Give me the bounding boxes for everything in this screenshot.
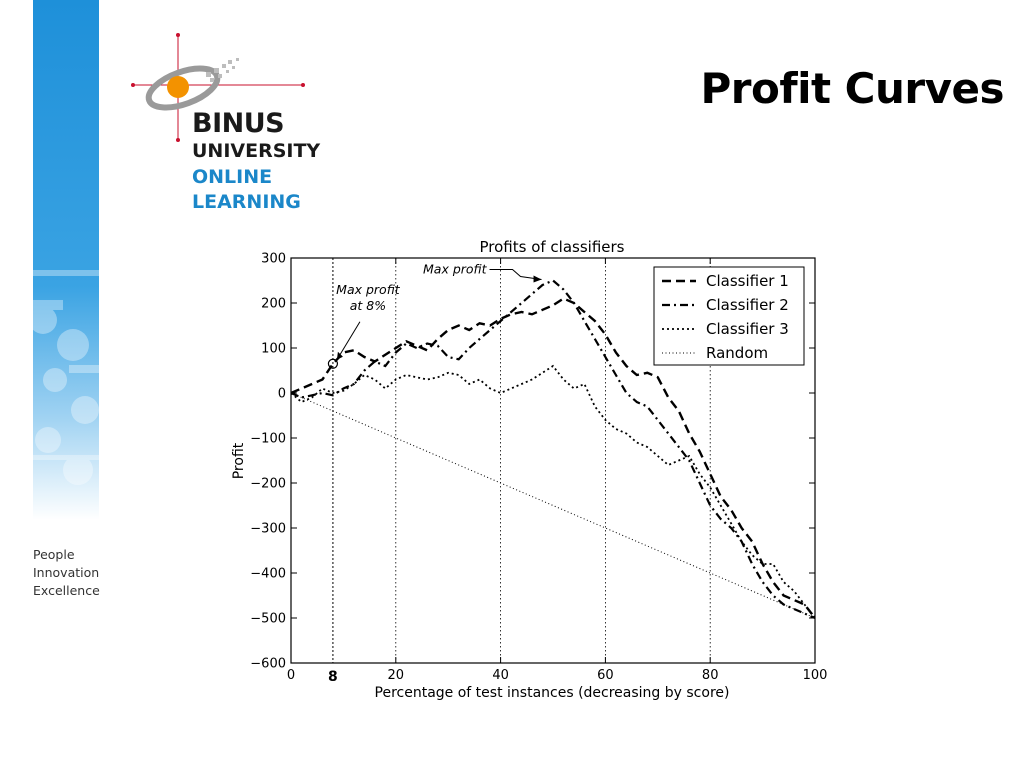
annotation-arrow: [489, 269, 542, 280]
tagline-line: Excellence: [33, 583, 100, 598]
legend-label: Random: [706, 344, 768, 362]
x-axis-label: Percentage of test instances (decreasing…: [375, 685, 730, 701]
x-tick-label: 20: [388, 668, 405, 683]
page-title: Profit Curves: [700, 64, 1004, 113]
y-tick-label: 100: [261, 342, 286, 357]
logo-university-text: UNIVERSITY: [192, 140, 321, 162]
annotation-text: Max profit: [336, 282, 401, 297]
side-decorative-band: [33, 0, 99, 520]
tagline-line: People: [33, 547, 75, 562]
tagline: People Innovation Excellence: [33, 546, 100, 600]
y-tick-label: −300: [250, 522, 286, 537]
x-tick-label: 100: [803, 668, 828, 683]
grid-layer: [332, 258, 711, 663]
y-tick-label: −400: [250, 567, 286, 582]
y-tick-label: −600: [250, 657, 286, 672]
series-line-random: [290, 392, 816, 619]
x-tick-label: 60: [597, 668, 614, 683]
legend-label: Classifier 3: [706, 320, 789, 338]
axes-layer: 0 20 40 60 80 100 −600 −500 −400 −300 −200 −100 0 100…: [250, 252, 827, 686]
x-tick-label: 40: [492, 668, 509, 683]
legend-label: Classifier 1: [706, 272, 789, 290]
tagline-line: Innovation: [33, 565, 100, 580]
x-tick-label: 80: [702, 668, 719, 683]
legend-label: Classifier 2: [706, 296, 789, 314]
marker-line-label: 8: [328, 669, 338, 685]
max-profit-point-marker: [327, 358, 339, 369]
annotation-text: Max profit: [423, 262, 488, 277]
series-line-classifier-2: [290, 279, 816, 620]
logo-online-text: ONLINE: [192, 166, 273, 188]
chart-title: Profits of classifiers: [480, 238, 625, 256]
y-tick-label: 300: [261, 252, 286, 267]
annotation-arrow: [336, 321, 361, 361]
series-layer: [290, 279, 816, 620]
y-axis-label: Profit: [231, 442, 247, 479]
logo-learning-text: LEARNING: [192, 191, 301, 213]
annotation-text: at 8%: [350, 298, 386, 313]
series-line-classifier-3: [290, 364, 816, 619]
y-tick-label: 0: [278, 387, 286, 402]
y-tick-label: −100: [250, 432, 286, 447]
y-tick-label: −200: [250, 477, 286, 492]
series-line-classifier-1: [290, 297, 816, 619]
annotation-arrowhead: [336, 351, 343, 360]
annotation-arrowhead: [533, 275, 542, 283]
chart-legend: Classifier 1 Classifier 2 Classifier 3 Rand…: [653, 266, 805, 366]
logo-binus-text: BINUS: [192, 108, 285, 139]
x-tick-label: 0: [287, 668, 295, 683]
binus-logo-mark: [131, 33, 305, 142]
plot-frame: [290, 257, 816, 664]
y-tick-label: 200: [261, 297, 286, 312]
y-tick-label: −500: [250, 612, 286, 627]
legend-box: [653, 266, 805, 366]
